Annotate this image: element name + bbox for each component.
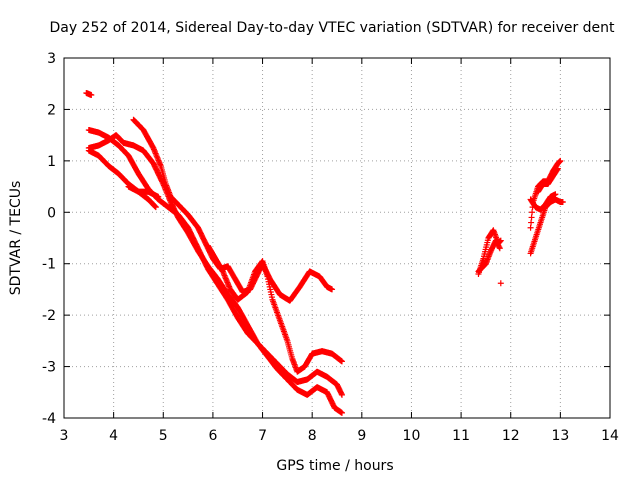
data-point: [529, 204, 536, 211]
y-tick-label: -1: [42, 257, 56, 273]
plot-frame: [63, 57, 611, 419]
data-points: [83, 89, 566, 416]
y-axis-label: SDTVAR / TECUs: [8, 181, 24, 296]
x-tick-label: 6: [208, 428, 217, 444]
data-point: [528, 214, 535, 221]
data-point: [338, 358, 345, 365]
data-point: [559, 199, 566, 205]
y-tick-label: -2: [42, 308, 56, 324]
axis-ticks: [63, 57, 611, 419]
y-tick-label: 1: [47, 154, 56, 170]
data-point: [338, 409, 345, 416]
x-tick-labels: 3 4 5 6 7 8 9 10 11 12 13 14: [60, 428, 619, 444]
y-tick-label: 2: [47, 102, 56, 118]
x-tick-label: 14: [601, 428, 619, 444]
data-point: [529, 209, 536, 216]
data-point: [329, 286, 336, 293]
x-tick-label: 7: [258, 428, 267, 444]
y-tick-label: -3: [42, 360, 56, 376]
data-point: [88, 92, 95, 99]
data-point: [497, 280, 504, 287]
data-point: [152, 204, 159, 211]
data-point: [528, 219, 535, 226]
data-point: [527, 224, 534, 231]
x-tick-label: 8: [308, 428, 317, 444]
chart-title: Day 252 of 2014, Sidereal Day-to-day VTE…: [49, 20, 615, 36]
x-axis-label: GPS time / hours: [276, 458, 393, 474]
data-point: [552, 191, 559, 198]
data-point: [554, 165, 561, 172]
x-tick-label: 12: [502, 428, 520, 444]
data-point: [557, 157, 564, 164]
x-tick-label: 5: [159, 428, 168, 444]
x-tick-label: 11: [452, 428, 470, 444]
x-tick-label: 3: [60, 428, 69, 444]
grid: [64, 58, 610, 418]
y-tick-labels: 3 2 1 0 -1 -2 -3 -4: [42, 51, 56, 427]
data-point: [496, 245, 503, 252]
data-point: [155, 193, 162, 200]
x-tick-label: 4: [109, 428, 118, 444]
y-tick-label: 3: [47, 51, 56, 67]
data-point: [338, 391, 345, 398]
y-tick-label: 0: [47, 205, 56, 221]
x-tick-label: 13: [551, 428, 569, 444]
x-tick-label: 10: [403, 428, 421, 444]
x-tick-label: 9: [357, 428, 366, 444]
y-tick-label: -4: [42, 411, 56, 427]
